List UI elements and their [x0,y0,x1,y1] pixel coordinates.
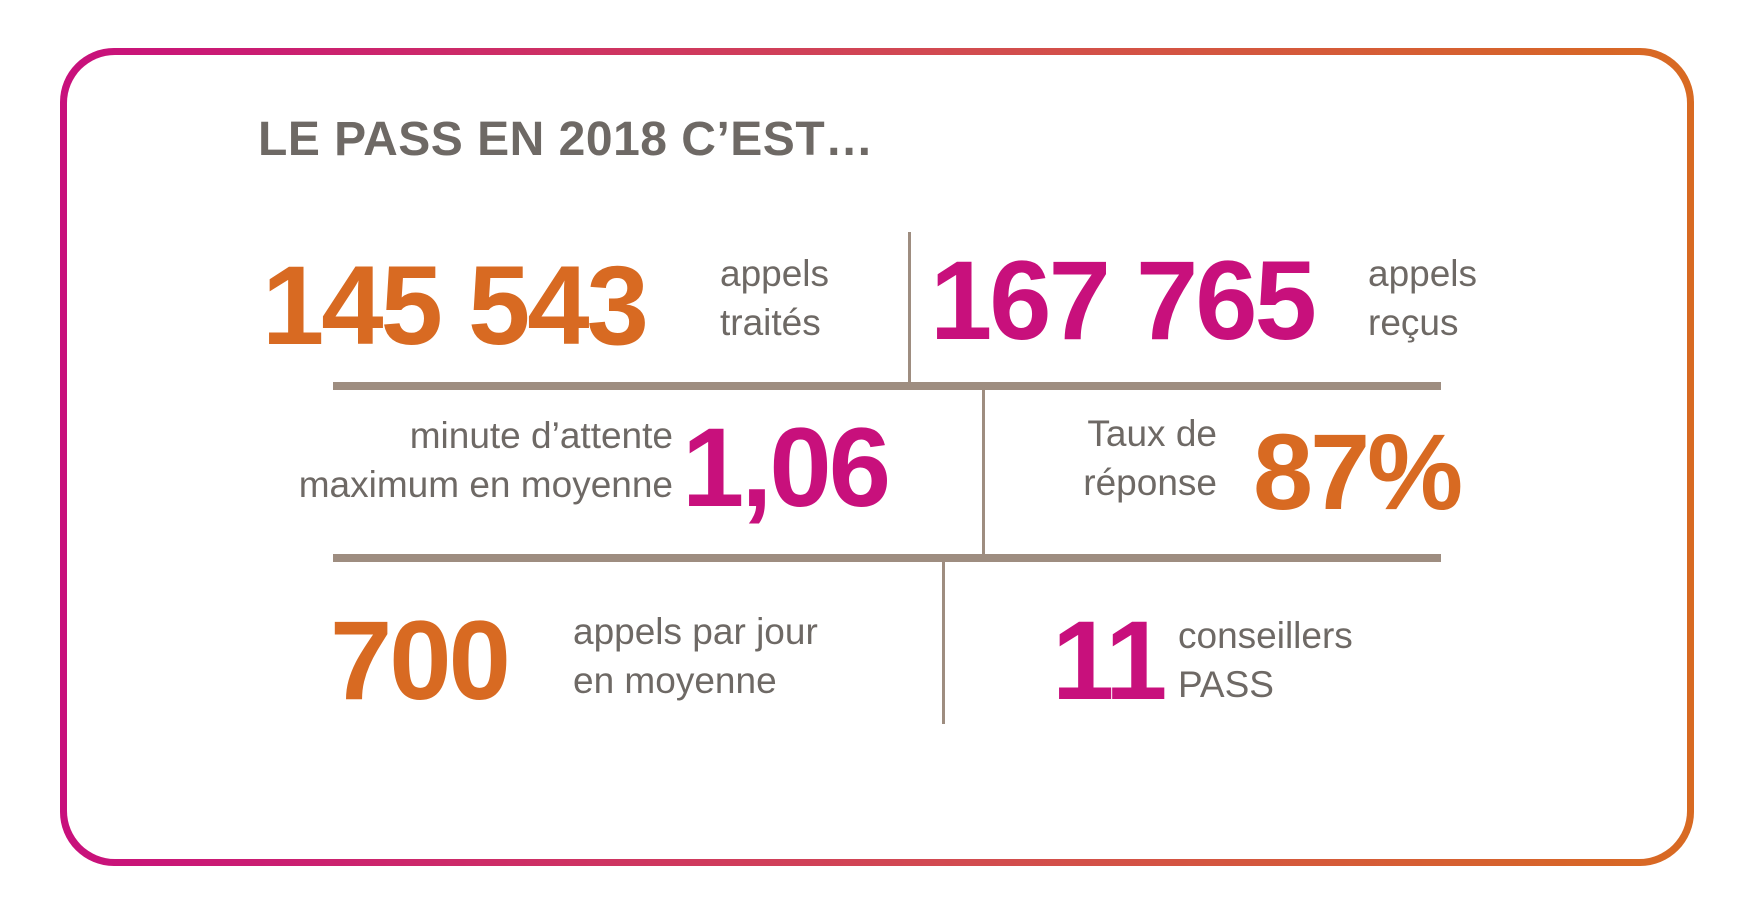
wait-time-label: minute d’attente maximum en moyenne [299,412,673,510]
calls-received-value: 167 765 [930,238,1317,363]
divider-vertical-row2 [982,390,985,555]
calls-per-day-value: 700 [330,598,511,723]
response-rate-label-line1: Taux de [1087,413,1217,454]
calls-handled-label-line1: appels [720,253,830,294]
advisors-label-line2: PASS [1178,663,1274,705]
advisors-label: conseillers PASS [1178,612,1353,710]
calls-per-day-label-line1: appels par jour [573,611,818,652]
wait-time-value: 1,06 [682,405,891,530]
response-rate-label-line2: réponse [1083,461,1217,503]
divider-vertical-row3 [942,562,945,724]
calls-handled-label: appels traités [720,250,829,348]
divider-horizontal-2 [333,554,1441,562]
calls-handled-value: 145 543 [262,243,649,368]
infographic-panel [67,55,1687,859]
advisors-label-line1: conseillers [1178,615,1353,656]
divider-horizontal-1 [333,382,1441,390]
calls-per-day-label-line2: en moyenne [573,659,777,701]
calls-received-label: appels reçus [1368,250,1477,348]
wait-time-label-line1: minute d’attente [409,415,673,456]
wait-time-label-line2: maximum en moyenne [298,463,673,505]
calls-handled-label-line2: traités [720,301,821,343]
advisors-value: 11 [1052,598,1167,723]
calls-received-label-line2: reçus [1368,301,1459,343]
calls-received-label-line1: appels [1368,253,1478,294]
response-rate-value: 87% [1253,411,1463,532]
response-rate-label: Taux de réponse [1083,410,1217,508]
calls-per-day-label: appels par jour en moyenne [573,608,818,706]
divider-vertical-row1 [908,232,911,384]
page-title: LE PASS EN 2018 C’EST… [258,113,874,166]
infographic-frame [60,48,1694,866]
